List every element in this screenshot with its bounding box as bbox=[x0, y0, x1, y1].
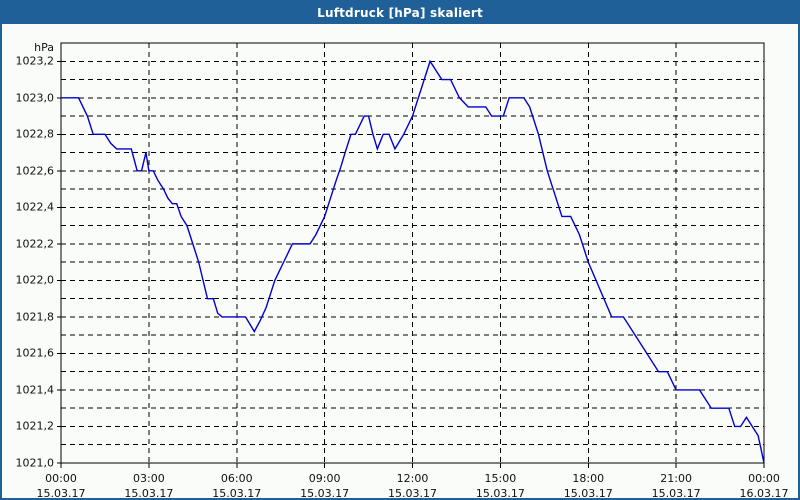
x-tick-date-label: 16.03.17 bbox=[739, 487, 789, 500]
y-tick-label: 1022,8 bbox=[15, 127, 55, 141]
window-title-bar: Luftdruck [hPa] skaliert bbox=[2, 2, 798, 24]
x-tick-date-label: 15.03.17 bbox=[124, 487, 174, 500]
line-chart-svg bbox=[57, 42, 765, 468]
page-title: Luftdruck [hPa] skaliert bbox=[317, 6, 483, 20]
x-tick-time-label: 18:00 bbox=[572, 472, 605, 485]
x-tick-time-label: 00:00 bbox=[45, 472, 77, 485]
plot-area: hPa 1023,2 1023,0 1022,8 1022,6 1022,4 1022,2… bbox=[2, 24, 798, 498]
data-series-luftdruck bbox=[61, 59, 765, 464]
x-tick-date-label: 15.03.17 bbox=[563, 487, 613, 500]
y-axis-unit-label: hPa bbox=[34, 41, 54, 54]
y-tick-label: 1023,2 bbox=[15, 54, 55, 68]
y-tick-label: 1022,6 bbox=[15, 164, 55, 178]
x-tick-time-label: 09:00 bbox=[308, 472, 341, 485]
x-tick-date-label: 15.03.17 bbox=[36, 487, 86, 500]
x-tick-date-label: 15.03.17 bbox=[475, 487, 525, 500]
x-tick-time-label: 00:00 bbox=[748, 472, 780, 485]
y-tick-label: 1022,2 bbox=[15, 237, 55, 251]
y-tick-label: 1021,8 bbox=[15, 310, 55, 324]
y-tick-label: 1023,0 bbox=[15, 91, 55, 105]
x-tick-date-label: 15.03.17 bbox=[651, 487, 701, 500]
y-tick-label: 1021,4 bbox=[15, 383, 55, 397]
y-tick-label: 1022,0 bbox=[15, 273, 55, 287]
x-tick-date-label: 15.03.17 bbox=[300, 487, 350, 500]
y-tick-label: 1022,4 bbox=[15, 200, 55, 214]
y-tick-label: 1021,2 bbox=[15, 419, 55, 433]
y-tick-label: 1021,6 bbox=[15, 346, 55, 360]
y-tick-label: 1021,0 bbox=[15, 456, 55, 470]
x-tick-date-label: 15.03.17 bbox=[388, 487, 437, 500]
x-tick-time-label: 03:00 bbox=[133, 472, 165, 485]
x-tick-time-label: 12:00 bbox=[396, 472, 429, 485]
x-tick-time-label: 15:00 bbox=[484, 472, 517, 485]
gridlines bbox=[61, 43, 764, 464]
x-tick-date-label: 15.03.17 bbox=[212, 487, 262, 500]
x-tick-time-label: 21:00 bbox=[660, 472, 692, 485]
x-tick-time-label: 06:00 bbox=[220, 472, 253, 485]
